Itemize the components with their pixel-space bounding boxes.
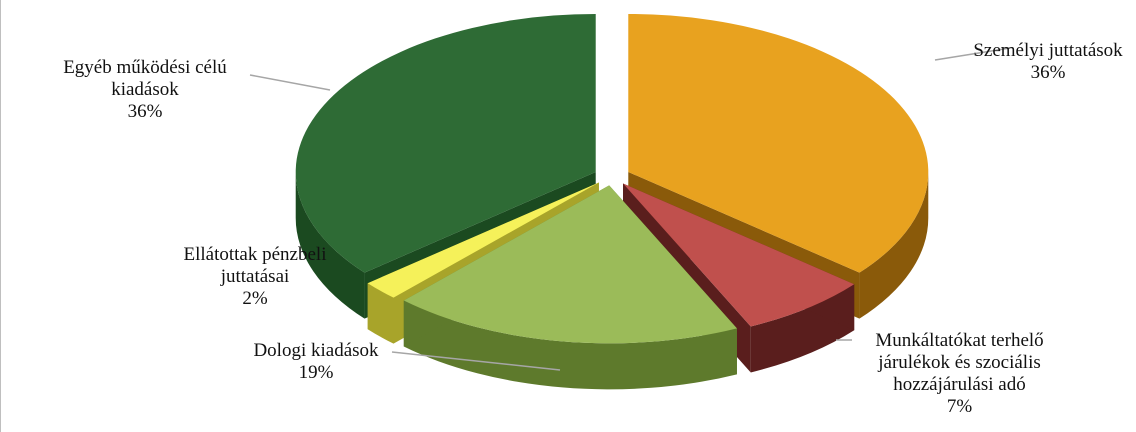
pie-slice-side xyxy=(403,300,737,390)
slice-label-line: Személyi juttatások xyxy=(973,40,1123,61)
slice-label: Egyéb működési célú kiadások 36% xyxy=(40,57,250,123)
pie-slice xyxy=(367,182,599,298)
slice-label: Ellátottak pénzbeli juttatásai 2% xyxy=(170,244,340,310)
pie-slice-side xyxy=(295,171,365,319)
pie-slice-side xyxy=(859,171,929,319)
pie-slice xyxy=(623,183,855,327)
slice-label-line: Dologi kiadások xyxy=(253,340,379,361)
leader-line xyxy=(249,74,331,91)
slice-percent-label: 19% xyxy=(298,362,334,383)
chart-frame-edge xyxy=(0,0,1,432)
slice-label-line: juttatásai xyxy=(220,266,290,287)
slice-percent-label: 2% xyxy=(242,288,268,309)
slice-percent-label: 36% xyxy=(1030,62,1066,83)
slice-percent-label: 36% xyxy=(127,101,163,122)
pie-slice xyxy=(628,13,929,273)
leader-line xyxy=(391,351,561,371)
pie-slice xyxy=(403,185,737,344)
slice-label: Munkáltatókat terhelő járulékok és szociá… xyxy=(852,330,1067,418)
slice-label-line: járulékok és szociális xyxy=(878,352,1041,373)
slice-label-line: kiadások xyxy=(111,79,179,100)
leader-line xyxy=(934,47,1011,61)
slice-label-line: Ellátottak pénzbeli xyxy=(183,244,327,265)
slice-label-line: Egyéb működési célú xyxy=(63,57,227,78)
slice-label-line: hozzájárulási adó xyxy=(893,374,1026,395)
slice-percent-label: 7% xyxy=(946,396,973,417)
pie-slice xyxy=(295,13,596,273)
slice-label: Személyi juttatások 36% xyxy=(948,40,1136,84)
slice-label-line: Munkáltatókat terhelő xyxy=(875,330,1044,351)
slice-label: Dologi kiadások 19% xyxy=(236,340,396,384)
